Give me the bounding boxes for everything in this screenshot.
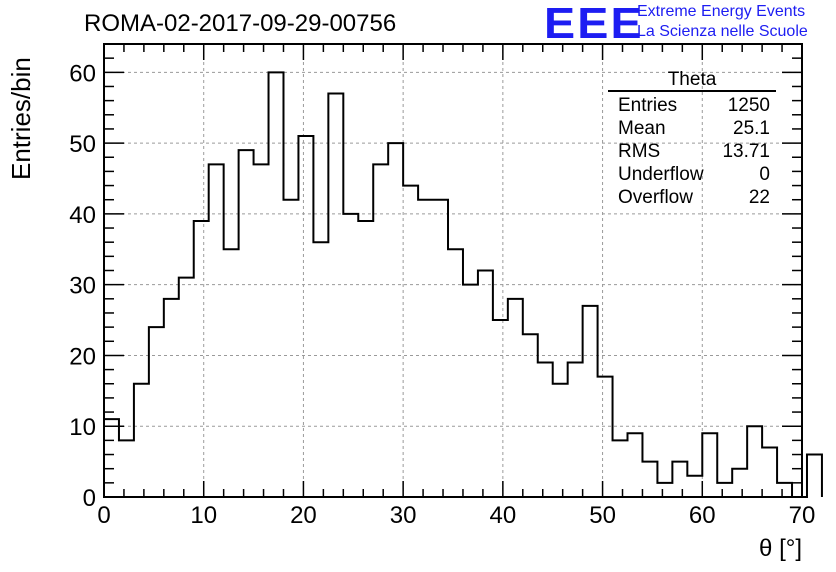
x-tick-label: 30 [390, 502, 417, 529]
histogram-step-line [103, 71, 823, 498]
y-tick-label: 0 [83, 485, 96, 512]
stats-value: 0 [759, 164, 770, 185]
stats-label: Mean [618, 118, 666, 139]
grid-lines [104, 44, 802, 497]
x-tick-label: 20 [290, 502, 317, 529]
stats-row-overflow: Overflow 22 [608, 186, 776, 209]
stats-row-entries: Entries 1250 [608, 94, 776, 117]
stats-value: 25.1 [733, 118, 770, 139]
x-tick-label: 10 [190, 502, 217, 529]
x-tick-label: 60 [689, 502, 716, 529]
stats-title: Theta [608, 70, 776, 92]
chart-title: ROMA-02-2017-09-29-00756 [84, 10, 397, 37]
y-axis-label: Entries/bin [6, 57, 36, 180]
eee-logo: EEE [544, 0, 644, 48]
x-tick-label: 70 [789, 502, 816, 529]
stats-value: 1250 [727, 95, 770, 116]
x-tick-label: 0 [97, 502, 110, 529]
x-tick-label: 50 [589, 502, 616, 529]
stats-row-underflow: Underflow 0 [608, 163, 776, 186]
stats-value: 13.71 [722, 141, 770, 162]
stats-row-rms: RMS 13.71 [608, 140, 776, 163]
stats-label: Underflow [618, 164, 704, 185]
axis-ticks [103, 43, 803, 498]
stats-row-mean: Mean 25.1 [608, 117, 776, 140]
y-tick-label: 10 [69, 414, 96, 441]
stats-label: Entries [618, 95, 678, 116]
stats-label: RMS [618, 141, 661, 162]
logo-caption-line1: Extreme Energy Events [637, 3, 806, 20]
stats-value: 22 [748, 187, 770, 208]
stats-label: Overflow [618, 187, 693, 208]
tick-labels: 0 10 20 30 40 50 60 70 0 10 20 30 40 50 60 [69, 60, 815, 529]
logo-caption-line2: La Scienza nelle Scuole [637, 23, 808, 40]
y-tick-label: 20 [69, 343, 96, 370]
y-tick-label: 40 [69, 202, 96, 229]
y-tick-label: 30 [69, 273, 96, 300]
x-tick-label: 40 [490, 502, 517, 529]
y-tick-label: 50 [69, 131, 96, 158]
y-tick-label: 60 [69, 60, 96, 87]
stats-box: Theta Entries 1250 Mean 25.1 RMS 13.71 U… [608, 70, 776, 209]
x-axis-label: θ [°] [759, 535, 802, 562]
